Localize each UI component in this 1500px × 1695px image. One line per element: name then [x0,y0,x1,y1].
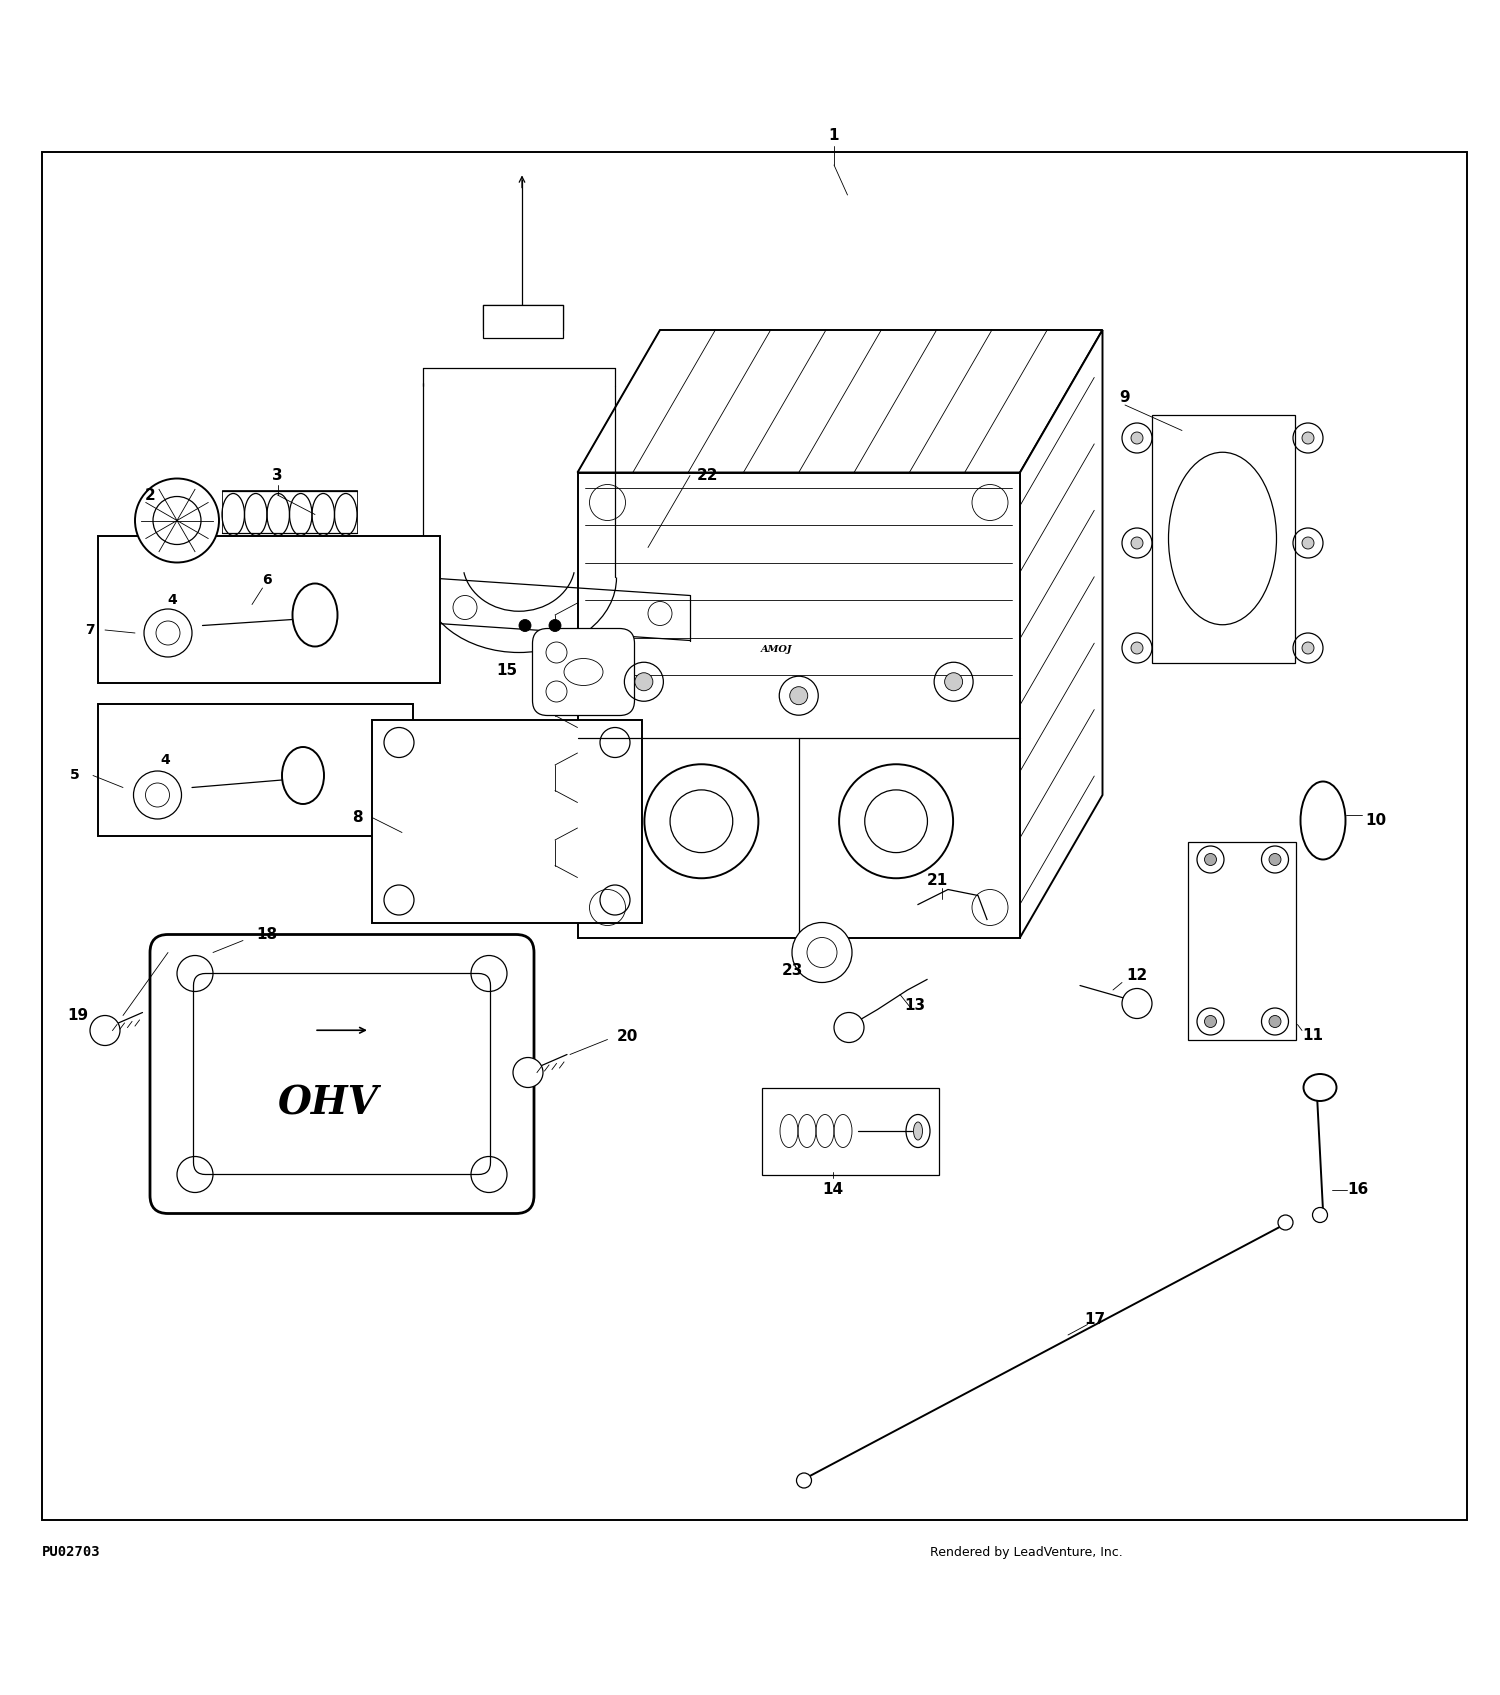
Text: OHV: OHV [278,1085,378,1122]
Bar [1152,415,1294,663]
Bar [483,305,562,337]
Bar [578,473,1020,937]
Text: AMOJ: AMOJ [760,644,792,654]
Circle shape [789,686,807,705]
Circle shape [1131,432,1143,444]
Text: 15: 15 [496,663,517,678]
Circle shape [1131,537,1143,549]
Ellipse shape [282,747,324,803]
Text: 9: 9 [1119,390,1131,405]
Bar [98,536,439,683]
Text: 19: 19 [68,1009,88,1024]
Text: 1: 1 [830,127,840,142]
Text: 6: 6 [262,573,272,588]
Text: 11: 11 [1302,1027,1323,1042]
Bar [762,1088,939,1175]
Text: 8: 8 [351,810,363,825]
Polygon shape [1020,331,1102,937]
Ellipse shape [796,1473,812,1488]
Circle shape [1302,642,1314,654]
Text: 20: 20 [616,1029,638,1044]
FancyBboxPatch shape [532,629,634,715]
Circle shape [1269,854,1281,866]
Circle shape [634,673,652,692]
Ellipse shape [1278,1215,1293,1231]
Text: 13: 13 [904,997,926,1012]
Circle shape [1269,1015,1281,1027]
Text: 14: 14 [822,1181,843,1197]
Text: 18: 18 [256,927,278,942]
Text: 2: 2 [144,488,156,502]
Circle shape [519,619,531,632]
Text: 23: 23 [782,963,802,978]
Text: 4: 4 [168,593,177,607]
Circle shape [792,922,852,983]
Circle shape [834,1012,864,1042]
Circle shape [1122,988,1152,1019]
Text: 10: 10 [1365,814,1386,827]
Circle shape [549,619,561,632]
Circle shape [1131,642,1143,654]
Circle shape [90,1015,120,1046]
Bar [222,490,357,532]
Ellipse shape [1300,781,1346,859]
Bar [372,720,642,922]
Circle shape [513,1058,543,1088]
Text: 4: 4 [160,754,170,768]
Text: 22: 22 [698,468,718,483]
Ellipse shape [914,1122,922,1141]
Circle shape [135,478,219,563]
Text: 3: 3 [272,468,284,483]
Polygon shape [578,331,1102,473]
Bar [98,703,413,836]
Text: 12: 12 [1126,968,1148,983]
Bar [1188,841,1296,1039]
Text: 17: 17 [1084,1312,1106,1327]
Ellipse shape [1304,1075,1336,1102]
Text: 5: 5 [70,768,80,783]
Circle shape [1302,432,1314,444]
Circle shape [1204,854,1216,866]
Text: 21: 21 [927,873,948,888]
FancyBboxPatch shape [150,934,534,1214]
Ellipse shape [292,583,338,646]
Circle shape [945,673,963,692]
Text: PU02703: PU02703 [42,1546,100,1559]
Text: LEADVENTURE: LEADVENTURE [550,858,754,881]
Ellipse shape [1312,1207,1328,1222]
Text: Rendered by LeadVenture, Inc.: Rendered by LeadVenture, Inc. [930,1546,1122,1559]
Text: 16: 16 [1347,1181,1368,1197]
Text: 7: 7 [86,624,94,637]
Circle shape [1204,1015,1216,1027]
Circle shape [1302,537,1314,549]
